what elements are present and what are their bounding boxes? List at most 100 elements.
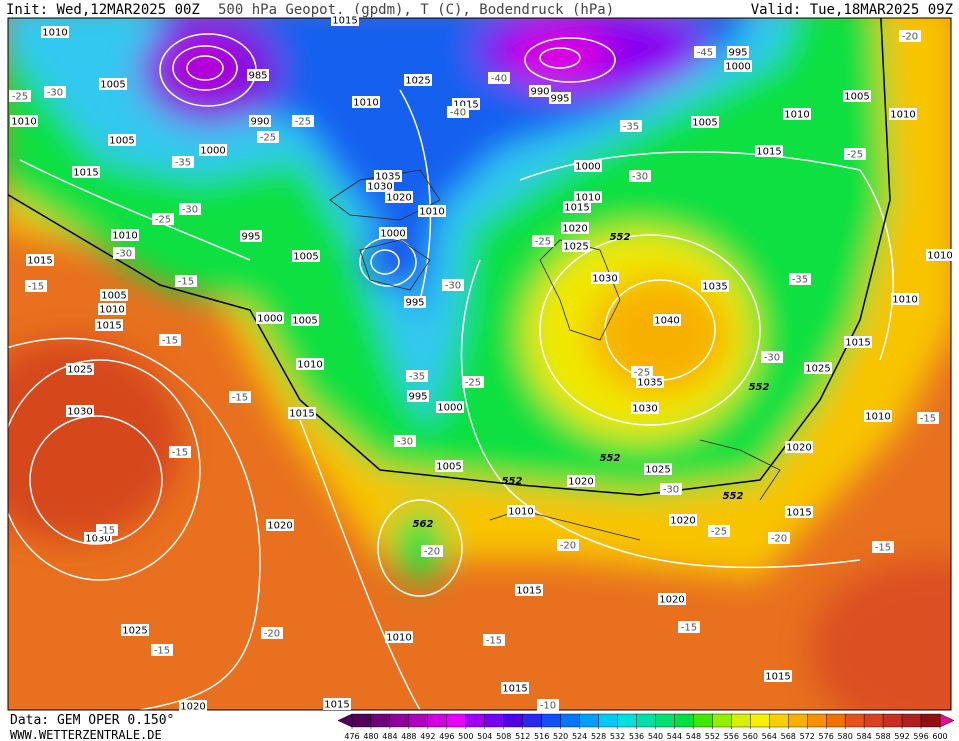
isobar-label-box [404,296,426,308]
isobar-label-box [658,593,686,605]
temperature-label: -35 [623,122,639,133]
colorbar-tick-label: 536 [629,732,644,741]
colorbar-tick-label: 556 [724,732,739,741]
colorbar-bin [446,713,467,728]
temperature-label-box [631,366,653,378]
temperature-label: -15 [99,526,115,537]
isobar-label: 1020 [786,443,811,454]
isobar-label-box [99,78,127,90]
isobar-label: 1005 [100,80,125,91]
isobar-label-box [764,670,792,682]
isobar-label-box [66,363,94,375]
isobar-label-box [574,191,602,203]
isobar-label: 1025 [645,465,670,476]
isobar-label: 1015 [786,508,811,519]
temperature-label: -25 [295,117,311,128]
isobar-label-box [891,293,919,305]
isobar-label: 1010 [112,231,137,242]
isobar-label-box [108,134,136,146]
temperature-label-box [179,203,201,215]
temperature-label-box [257,131,279,143]
isobar-label: 1025 [563,242,588,253]
isobar-label: 1005 [436,462,461,473]
isobar-label: 1000 [437,403,462,414]
colorbar-bin [693,713,713,728]
isobar-label-box [844,336,872,348]
colorbar-bin [351,713,372,728]
isobar-label: 1015 [502,684,527,695]
temperature-label: -30 [663,485,679,496]
colorbar-tick-label: 548 [686,732,701,741]
isobar-label: 1010 [353,98,378,109]
colorbar-tick-label: 496 [439,732,454,741]
isobar-label: 995 [550,94,569,105]
colorbar-bin [901,713,922,728]
colorbar-tick-label: 588 [875,732,890,741]
isobar-label-box [435,460,463,472]
isobar-label-box [418,205,446,217]
colorbar-bin [731,713,751,728]
isobar-label-box [266,519,294,531]
temperature-label-box [25,280,47,292]
temperature-label: -25 [847,150,863,161]
temperature-label-box [172,156,194,168]
temperature-label-box [917,412,939,424]
colorbar-bin [370,713,391,728]
isobar-label-box [926,249,954,261]
temperature-label: -20 [771,534,787,545]
isobar-label-box [783,108,811,120]
temperature-label: -15 [162,336,178,347]
temperature-label: -45 [697,48,713,59]
colorbar-tick-label: 480 [363,732,378,741]
isobar-label: 1010 [890,110,915,121]
temperature-label-box [708,525,730,537]
colorbar-tick-label: 568 [781,732,796,741]
isobar-label-box [199,144,227,156]
isobar-label: 1020 [670,516,695,527]
colorbar-bin [807,713,827,728]
temperature-label: -10 [540,701,556,712]
temperature-label-box [557,539,579,551]
colorbar-tick-label: 540 [648,732,663,741]
isobar-label-box [653,314,681,326]
isobar-label: 1020 [386,193,411,204]
isobar-label: 1035 [702,282,727,293]
temperature-label: -25 [634,368,650,379]
temperature-label: -15 [875,543,891,554]
colorbar-tick-label: 524 [572,732,587,741]
temperature-label-box [532,235,554,247]
colorbar-tick-label: 476 [344,732,359,741]
colorbar-bin [825,713,846,728]
colorbar-bin [674,713,694,728]
isobar-label-box [515,584,543,596]
coastlines [329,169,781,541]
isobar-label-box [10,115,38,127]
temperature-label-box [394,435,416,447]
isobar-label: 1010 [575,193,600,204]
isobar-label: 1005 [101,291,126,302]
height-label: 552 [749,382,770,393]
temperature-label: -35 [792,275,808,286]
temperature-label-box [844,148,866,160]
colorbar-bin [769,713,789,728]
isobar-label-box [179,700,207,712]
temperature-label-box [899,30,921,42]
height-label: 552 [502,476,523,487]
colorbar-bin [598,713,618,728]
temperature-label: -30 [116,249,132,260]
isobar-label-box [644,463,672,475]
isobar-label-box [98,303,126,315]
temperature-label-box [537,699,559,711]
isobar-label: 1000 [725,62,750,73]
isobar-label: 1030 [85,534,110,545]
isobar-label: 1035 [637,378,662,389]
colorbar-tick-label: 592 [894,732,909,741]
isobar-label-box [323,698,351,710]
colorbar-bin [920,713,941,728]
temperature-label-box [768,532,790,544]
colorbar-tick-label: 508 [496,732,511,741]
isobar-label: 1015 [845,338,870,349]
height-label: 552 [610,232,631,243]
temperature-label: -20 [560,541,576,552]
